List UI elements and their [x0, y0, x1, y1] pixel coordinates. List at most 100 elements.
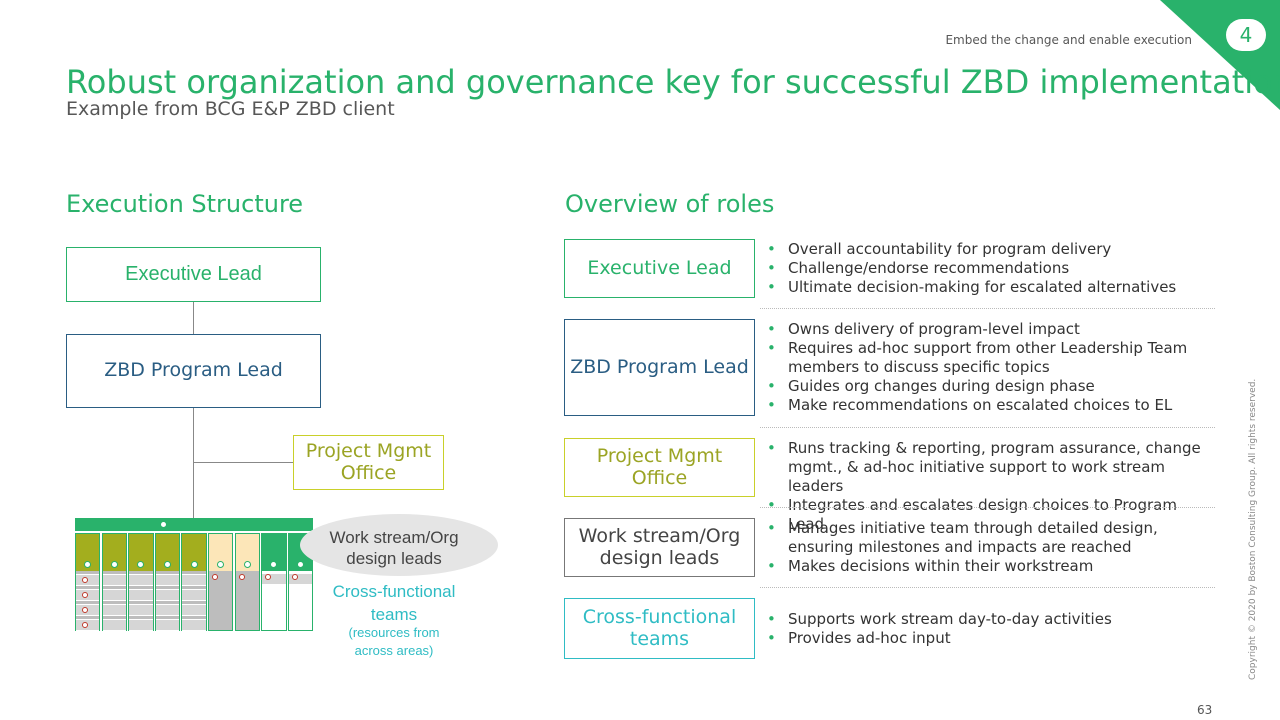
team-member-row: [182, 574, 206, 586]
team-member-row: [288, 574, 313, 584]
role-box-workstream-leads: Work stream/Org design leads: [564, 518, 755, 577]
person-icon: [217, 561, 225, 568]
workstream-column-head: [182, 534, 206, 571]
team-member-row: [155, 604, 180, 616]
page-title: Robust organization and governance key f…: [66, 63, 1280, 101]
team-member-row: [155, 619, 180, 631]
workstream-column-head: [102, 534, 126, 571]
person-icon: [291, 574, 298, 580]
section-number-badge: 4: [1226, 19, 1266, 51]
team-member-row: [102, 574, 126, 586]
team-member-row: [182, 619, 206, 631]
team-member-row: [76, 589, 100, 601]
cross-functional-note: (resources from across areas): [348, 625, 440, 658]
cross-functional-label: Cross-functional teams: [332, 582, 456, 624]
person-icon: [137, 561, 145, 568]
role-bullet: Overall accountability for program deliv…: [765, 240, 1215, 259]
role-bullet: Supports work stream day-to-day activiti…: [765, 610, 1215, 629]
role-bullet: Challenge/endorse recommendations: [765, 259, 1215, 278]
org-box-executive-lead: Executive Lead: [66, 247, 321, 302]
workstream-column-head: [76, 534, 100, 571]
role-bullets-cross-functional: Supports work stream day-to-day activiti…: [765, 610, 1215, 648]
role-bullets-program-lead: Owns delivery of program-level impact Re…: [765, 320, 1215, 415]
team-member-row: [182, 604, 206, 616]
execution-structure-heading: Execution Structure: [66, 190, 304, 218]
person-icon: [270, 561, 278, 568]
workstream-column: [128, 533, 154, 631]
role-box-program-lead: ZBD Program Lead: [564, 319, 755, 416]
team-member-row: [155, 574, 180, 586]
team-member-row: [102, 619, 126, 631]
workstream-column-head: [155, 534, 180, 571]
role-bullet: Provides ad-hoc input: [765, 629, 1215, 648]
team-member-row: [129, 604, 153, 616]
team-member-row: [182, 589, 206, 601]
workstream-column: [101, 533, 127, 631]
person-icon: [243, 561, 251, 568]
workstream-leads-ellipse: [300, 514, 498, 576]
role-bullet: Owns delivery of program-level impact: [765, 320, 1215, 339]
person-icon: [163, 561, 171, 568]
person-icon: [160, 521, 167, 528]
person-icon: [82, 592, 88, 598]
workstream-header-bar: [75, 518, 313, 531]
workstream-column-head: [235, 534, 259, 571]
role-bullet: Makes decisions within their workstream: [765, 557, 1215, 576]
workstream-leads-label: Work stream/Org design leads: [329, 528, 459, 568]
role-bullet: Manages initiative team through detailed…: [765, 519, 1215, 557]
page-subtitle: Example from BCG E&P ZBD client: [66, 98, 395, 120]
role-bullet: Make recommendations on escalated choice…: [765, 396, 1215, 415]
team-member-row: [155, 589, 180, 601]
role-bullet: Guides org changes during design phase: [765, 377, 1215, 396]
person-icon: [238, 574, 245, 580]
team-member-row: [76, 619, 100, 631]
role-box-cross-functional: Cross-functional teams: [564, 598, 755, 659]
row-separator: [760, 308, 1215, 309]
row-separator: [760, 587, 1215, 588]
role-bullet: Runs tracking & reporting, program assur…: [765, 439, 1215, 496]
workstream-column-head: [262, 534, 286, 571]
person-icon: [84, 561, 92, 568]
team-member-row: [102, 604, 126, 616]
workstream-column: [261, 533, 287, 631]
role-bullet: Requires ad-hoc support from other Leade…: [765, 339, 1215, 377]
workstream-column: [154, 533, 181, 631]
team-member-row: [129, 574, 153, 586]
role-bullets-workstream-leads: Manages initiative team through detailed…: [765, 519, 1215, 576]
person-icon: [82, 577, 88, 583]
person-icon: [212, 574, 218, 580]
row-separator: [760, 427, 1215, 428]
workstream-grid: [75, 533, 314, 631]
team-member-row: [76, 574, 100, 586]
workstream-column-head: [129, 534, 153, 571]
person-icon: [190, 561, 198, 568]
section-tracker: Embed the change and enable execution: [945, 33, 1192, 47]
team-member-row: [129, 619, 153, 631]
workstream-column-head: [209, 534, 233, 571]
role-box-pmo: Project Mgmt Office: [564, 438, 755, 497]
workstream-column: [75, 533, 101, 631]
workstream-column: [181, 533, 207, 631]
person-icon: [296, 561, 304, 568]
org-box-program-lead: ZBD Program Lead: [66, 334, 321, 408]
page-number: 63: [1197, 703, 1213, 717]
person-icon: [265, 574, 272, 580]
team-member-row: [262, 574, 286, 584]
person-icon: [110, 561, 118, 568]
org-box-pmo: Project Mgmt Office: [293, 435, 444, 490]
copyright-notice: Copyright © 2020 by Boston Consulting Gr…: [1248, 378, 1258, 680]
connector-line: [193, 462, 293, 463]
workstream-column: [234, 533, 260, 631]
role-bullet: Ultimate decision-making for escalated a…: [765, 278, 1215, 297]
role-box-executive-lead: Executive Lead: [564, 239, 755, 298]
workstream-column: [208, 533, 234, 631]
role-bullets-executive-lead: Overall accountability for program deliv…: [765, 240, 1215, 297]
team-member-row: [76, 604, 100, 616]
row-separator: [760, 507, 1215, 508]
person-icon: [82, 622, 88, 628]
person-icon: [82, 607, 88, 613]
team-member-row: [102, 589, 126, 601]
roles-heading: Overview of roles: [565, 190, 775, 218]
connector-line: [193, 302, 194, 334]
team-member-row: [129, 589, 153, 601]
